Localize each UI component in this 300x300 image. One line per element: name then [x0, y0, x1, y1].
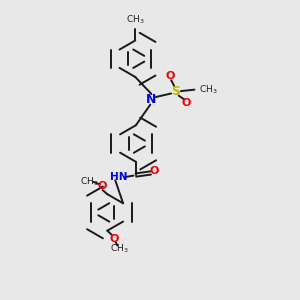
- Text: CH$_3$: CH$_3$: [110, 242, 128, 255]
- Text: CH$_3$: CH$_3$: [199, 83, 218, 96]
- Text: O: O: [110, 234, 119, 244]
- Text: CH$_3$: CH$_3$: [126, 13, 145, 26]
- Text: O: O: [97, 181, 107, 191]
- Text: O: O: [166, 71, 175, 81]
- Text: S: S: [171, 85, 180, 98]
- Text: HN: HN: [110, 172, 128, 182]
- Text: CH$_3$: CH$_3$: [80, 175, 99, 188]
- Text: O: O: [181, 98, 190, 109]
- Text: N: N: [146, 93, 157, 106]
- Text: O: O: [149, 167, 159, 176]
